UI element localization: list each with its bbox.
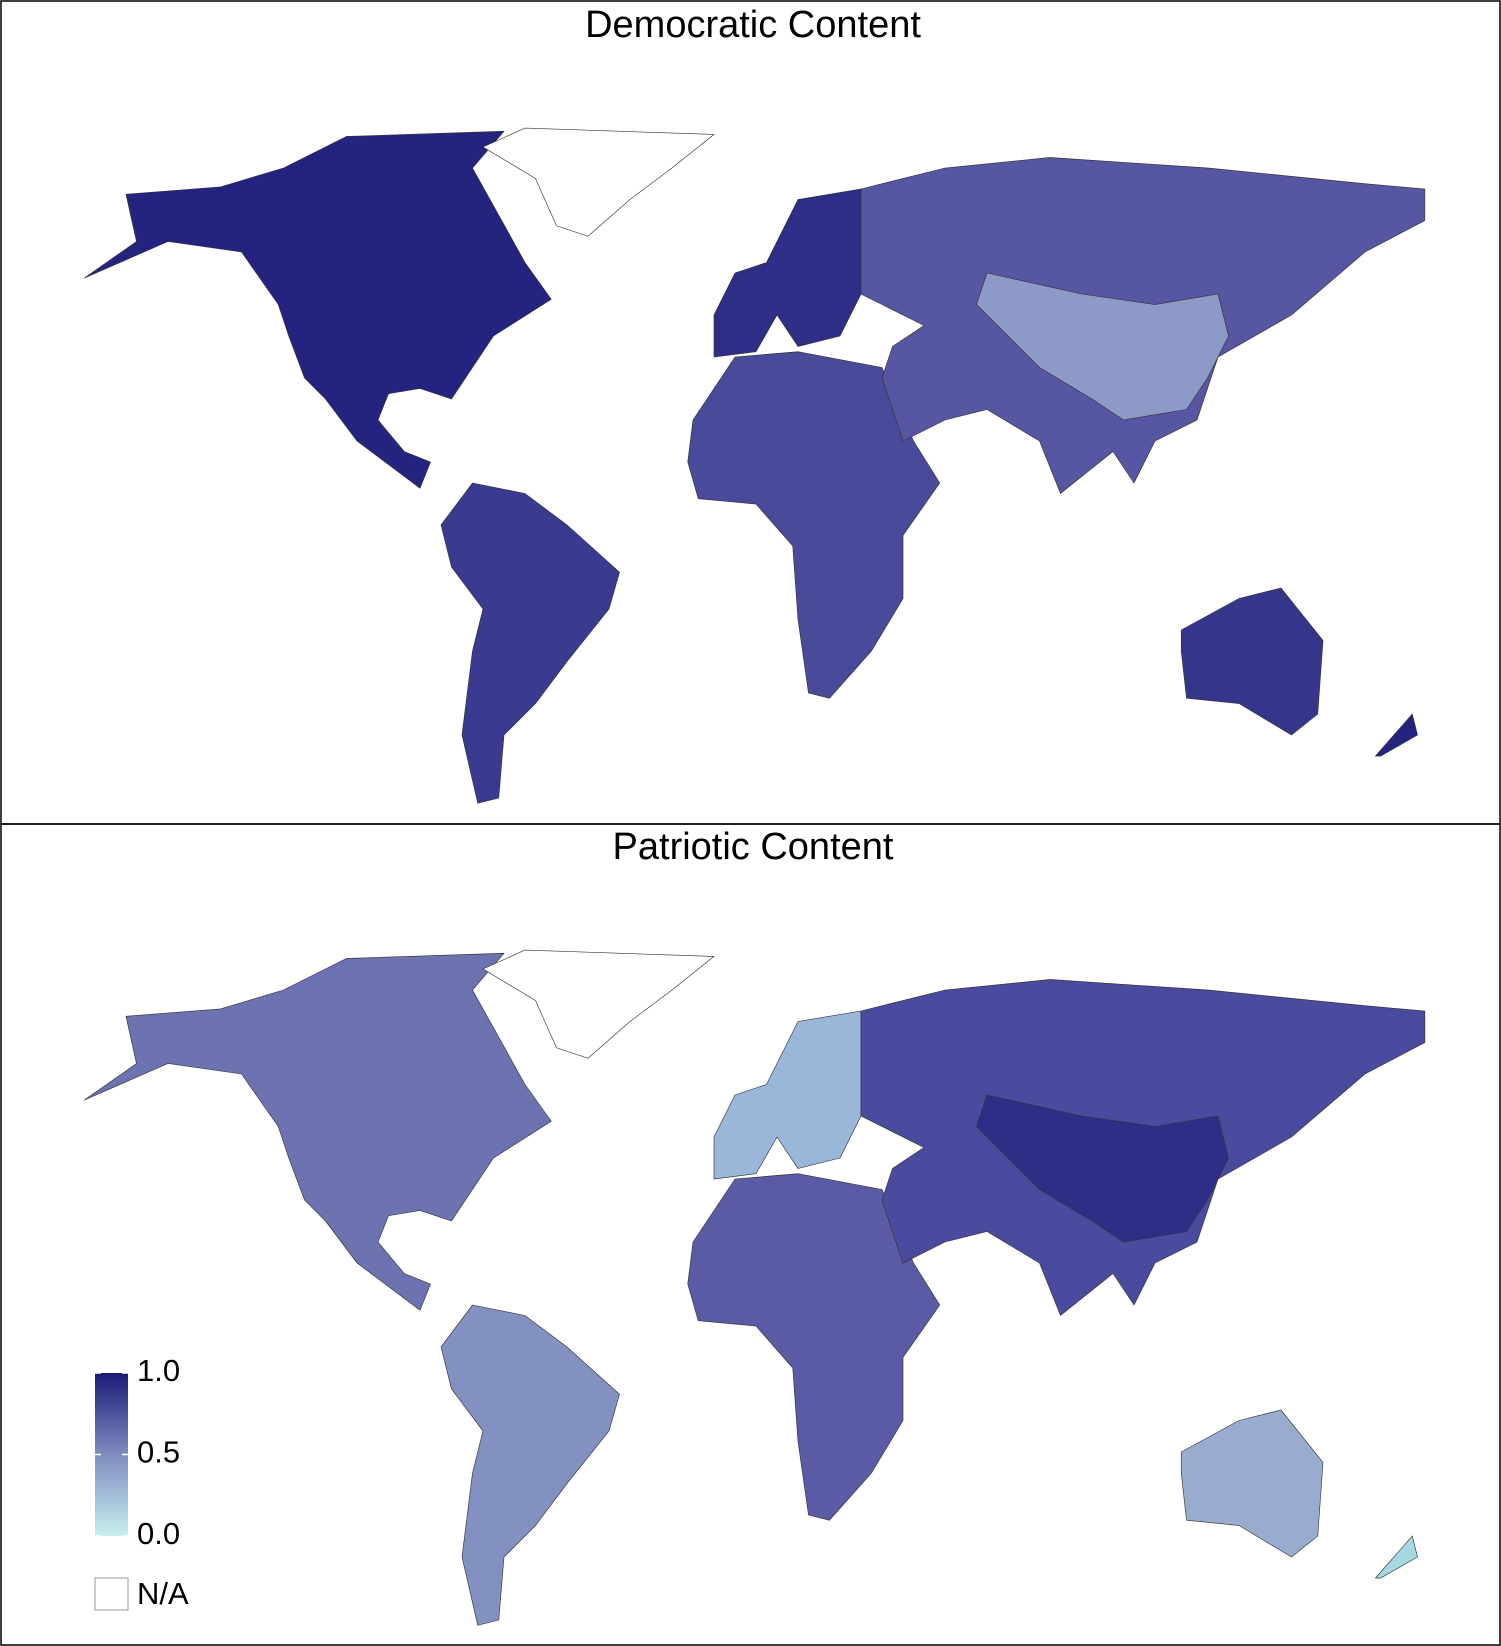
- australia: [1180, 1409, 1324, 1558]
- new-zealand: [1374, 713, 1418, 757]
- panel-title: Patriotic Content: [613, 826, 894, 868]
- na-swatch: [94, 1577, 129, 1611]
- panel-frame: [0, 823, 1501, 1646]
- greenland: [482, 127, 715, 237]
- south-america: [440, 1304, 620, 1626]
- china: [976, 272, 1229, 421]
- legend: N/A 0.0 0.5 1.0: [94, 1353, 189, 1611]
- world-map: [83, 127, 1426, 804]
- south-america: [440, 482, 620, 804]
- china: [976, 1094, 1229, 1243]
- na-label: N/A: [137, 1576, 189, 1611]
- world-map: [83, 949, 1426, 1626]
- north-america: [83, 952, 552, 1311]
- north-america: [83, 130, 552, 489]
- africa: [687, 351, 941, 699]
- greenland: [482, 949, 715, 1059]
- new-zealand: [1374, 1535, 1418, 1579]
- legend-tick-label: 1.0: [137, 1353, 180, 1388]
- panel-title: Democratic Content: [585, 4, 921, 46]
- europe: [713, 188, 862, 358]
- legend-tick-label: 0.0: [137, 1516, 180, 1551]
- australia: [1180, 587, 1324, 736]
- europe: [713, 1010, 862, 1180]
- legend-tick-label: 0.5: [137, 1435, 180, 1470]
- africa: [687, 1173, 941, 1521]
